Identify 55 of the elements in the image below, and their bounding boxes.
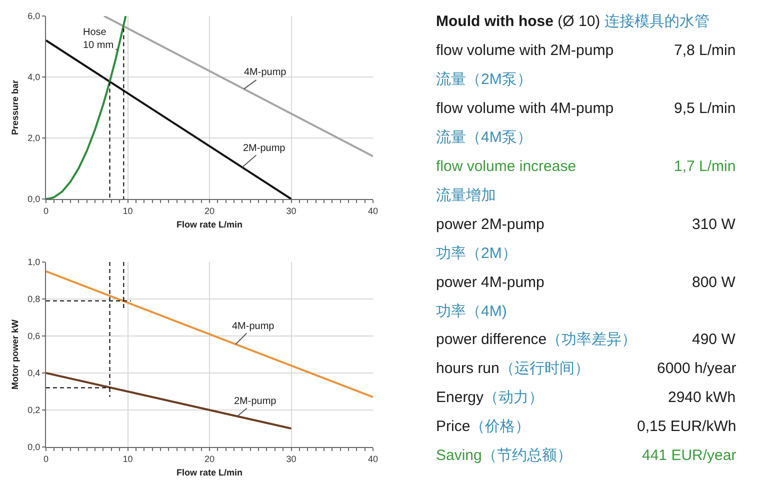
series-label: 4M-pump — [244, 67, 287, 78]
x-tick-label: 40 — [368, 454, 378, 464]
y-tick-label: 1,0 — [28, 257, 40, 268]
y-tick-label: 0,6 — [28, 331, 40, 342]
y-tick-label: 2,0 — [28, 133, 40, 144]
x-tick-label: 10 — [122, 454, 133, 464]
category-label: flow volume with 2M-pump — [436, 42, 614, 59]
category-label: power 4M-pump — [436, 274, 544, 291]
x-tick-label: 10 — [122, 206, 133, 216]
x-axis-title: Flow rate L/min — [176, 468, 243, 478]
category-label: flow volume increase — [436, 158, 576, 175]
x-axis-title: Flow rate L/min — [176, 220, 243, 230]
text: 7,8 L/min — [674, 42, 736, 59]
x-tick-label: 20 — [204, 454, 215, 464]
y-tick-label: 0,4 — [28, 368, 40, 378]
text: 1,7 L/min — [674, 158, 736, 175]
category-label: Price（价格） — [436, 418, 530, 435]
text: 0,15 EUR/kWh — [637, 418, 736, 435]
category-label: Saving（节约总额） — [436, 447, 572, 464]
x-tick-label: 30 — [286, 454, 296, 464]
y-axis-title: Pressure bar — [10, 79, 20, 136]
x-tick-label: 0 — [43, 454, 49, 464]
category-label: hours run（运行时间） — [436, 360, 590, 377]
x-tick-label: 20 — [204, 206, 215, 216]
series-label: 4M-pump — [232, 321, 275, 332]
text: 6000 h/year — [657, 360, 736, 377]
series-label: 2M-pump — [243, 143, 286, 154]
text: 2940 kWh — [668, 389, 736, 406]
series-label: 2M-pump — [234, 396, 277, 407]
category-label: 功率（2M） — [436, 245, 517, 262]
text: 310 W — [692, 216, 736, 233]
y-tick-label: 4,0 — [28, 72, 40, 82]
text: 800 W — [692, 274, 736, 291]
text: 9,5 L/min — [674, 100, 736, 117]
text: 441 EUR/year — [642, 447, 736, 464]
category-label: power 2M-pump — [436, 216, 544, 233]
category-label: 流量（2M泵） — [436, 71, 532, 88]
category-label: Energy（动力） — [436, 389, 544, 406]
text: 490 W — [692, 331, 736, 348]
category-label: 流量增加 — [436, 187, 496, 204]
y-tick-label: 6,0 — [28, 11, 40, 22]
x-tick-label: 0 — [43, 206, 49, 216]
category-label: 流量（4M泵） — [436, 129, 532, 146]
category-label: flow volume with 4M-pump — [436, 100, 614, 117]
y-axis-title: Motor power kW — [10, 319, 20, 390]
y-tick-label: 0,8 — [28, 294, 40, 304]
y-tick-label: 0,0 — [28, 442, 40, 452]
category-label: 功率（4M) — [436, 303, 507, 320]
x-tick-label: 40 — [368, 206, 378, 216]
y-tick-label: 0,2 — [28, 405, 40, 416]
text: Mould with hose (Ø 10) 连接模具的水管 — [436, 13, 710, 30]
x-tick-label: 30 — [286, 206, 296, 216]
y-tick-label: 0,0 — [28, 194, 40, 204]
category-label: power difference（功率差异） — [436, 331, 637, 348]
series-label: Hose 10 mm — [83, 27, 114, 51]
